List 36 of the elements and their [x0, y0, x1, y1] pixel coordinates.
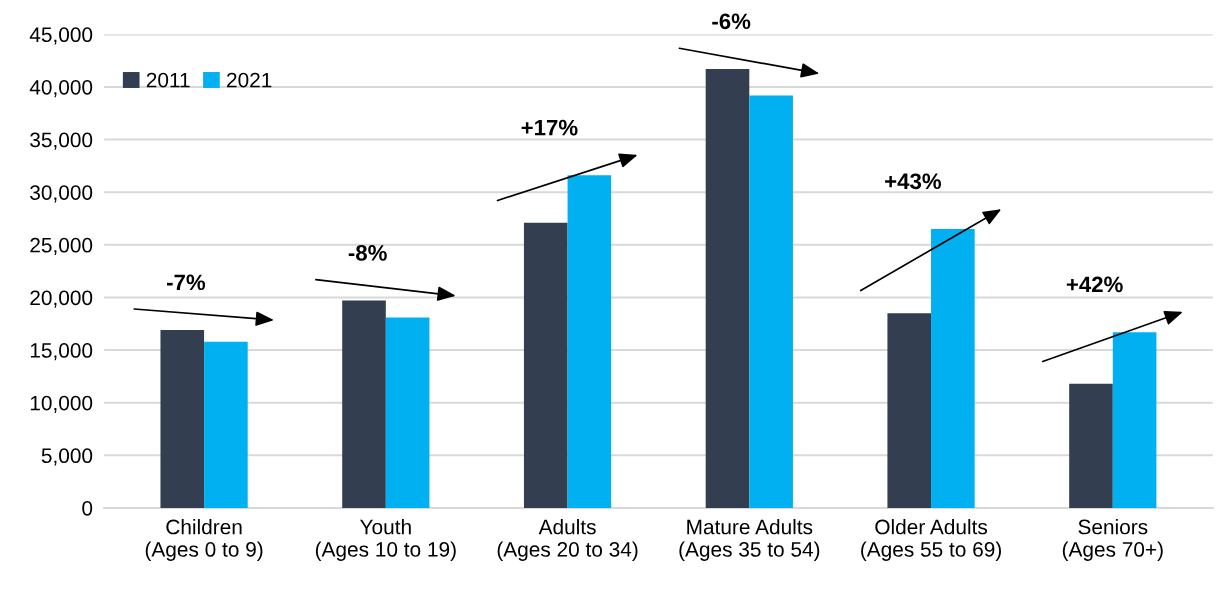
bar: [523, 222, 568, 508]
bar: [385, 317, 430, 508]
legend-label: 2011: [146, 72, 190, 88]
legend-label: 2021: [227, 72, 272, 88]
bar: [342, 300, 386, 508]
y-tick-label: 30,000: [30, 185, 93, 203]
bar: [887, 313, 932, 508]
annotation: +42%: [1066, 276, 1123, 293]
bar: [567, 175, 612, 508]
text: -6%: [712, 13, 751, 30]
x-tick-label: Youth (Ages 10 to 19): [315, 519, 456, 561]
x-tick-label: Older Adults (Ages 55 to 69): [861, 519, 1001, 561]
x-tick-label: Seniors (Ages 70+): [1062, 519, 1163, 561]
bar: [931, 229, 975, 508]
annotation: +43%: [885, 173, 942, 190]
y-tick-label: 5,000: [41, 448, 93, 466]
bar: [1069, 383, 1113, 508]
x-tick-label: Adults (Ages 20 to 34): [497, 519, 638, 561]
annotation: -8%: [348, 244, 387, 261]
y-tick-label: 0: [82, 500, 93, 516]
bar: [160, 330, 205, 508]
bar: [1112, 332, 1157, 508]
y-tick-label: 35,000: [30, 132, 93, 150]
x-tick-label: Mature Adults (Ages 35 to 54): [679, 519, 820, 561]
bar: [705, 69, 750, 508]
bar: [749, 95, 793, 508]
annotation: +17%: [521, 119, 578, 136]
bar: [204, 341, 248, 508]
x-tick-label: Children (Ages 0 to 9): [145, 519, 263, 561]
annotation: -7%: [167, 274, 206, 291]
y-tick-label: 20,000: [30, 290, 93, 308]
y-tick-label: 10,000: [30, 395, 93, 413]
y-tick-label: 40,000: [29, 79, 93, 98]
y-tick-label: 15,000: [30, 343, 93, 361]
y-tick-label: 25,000: [30, 237, 93, 256]
y-tick-label: 45,000: [29, 27, 93, 45]
